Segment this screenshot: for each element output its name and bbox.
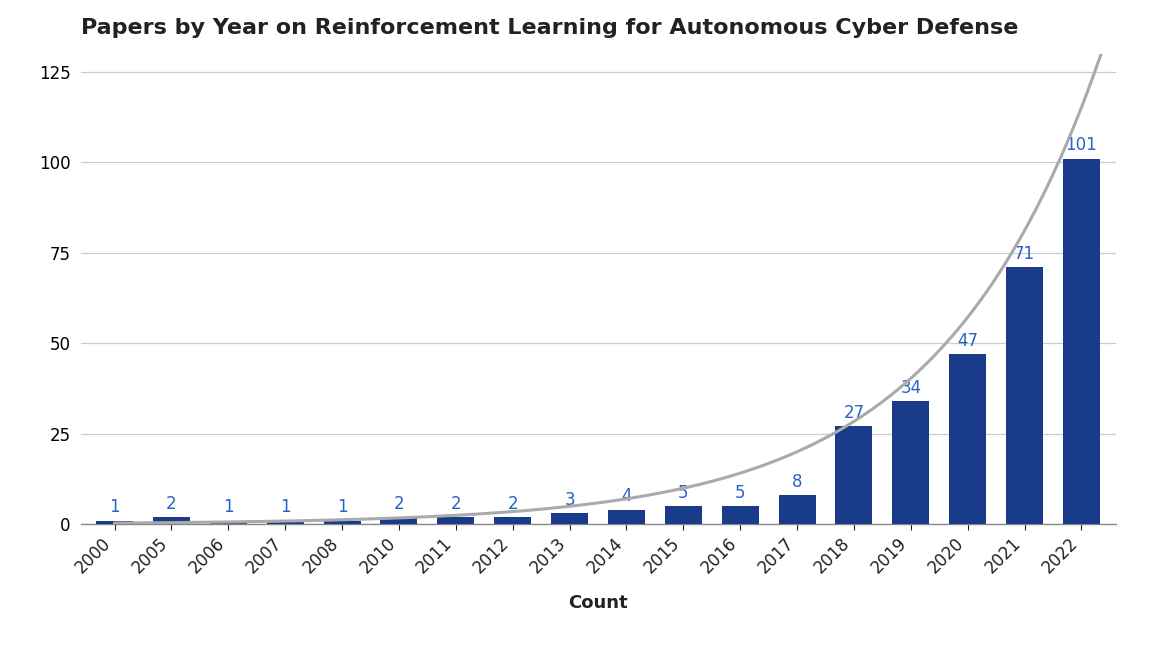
Bar [381,517,417,524]
X-axis label: Count: Count [568,594,628,612]
Bar [323,521,361,524]
Bar [665,506,702,524]
Bar [437,517,474,524]
Text: 5: 5 [678,484,689,502]
Text: 2: 2 [451,495,461,513]
Text: Papers by Year on Reinforcement Learning for Autonomous Cyber Defense: Papers by Year on Reinforcement Learning… [81,18,1018,38]
Text: 1: 1 [223,498,233,516]
Bar [949,354,987,524]
Bar [608,509,645,524]
Text: 4: 4 [621,487,631,505]
Text: 5: 5 [735,484,745,502]
Bar [153,517,190,524]
Bar [209,521,247,524]
Bar [551,513,588,524]
Bar [267,521,304,524]
Text: 47: 47 [957,332,979,349]
Text: 3: 3 [565,491,575,509]
Text: 1: 1 [279,498,291,516]
Text: 2: 2 [167,495,177,513]
Bar [1063,159,1099,524]
Text: 27: 27 [843,404,865,422]
Bar [97,521,133,524]
Text: 34: 34 [900,379,921,396]
Bar [494,517,531,524]
Text: 2: 2 [507,495,518,513]
Text: 101: 101 [1066,136,1097,155]
Text: 1: 1 [109,498,120,516]
Bar [892,401,929,524]
Text: 1: 1 [337,498,347,516]
Bar [1006,267,1043,524]
Text: 8: 8 [792,473,803,491]
Text: 71: 71 [1014,245,1035,263]
Bar [779,495,815,524]
Text: 2: 2 [393,495,405,513]
Bar [722,506,759,524]
Bar [835,427,873,524]
